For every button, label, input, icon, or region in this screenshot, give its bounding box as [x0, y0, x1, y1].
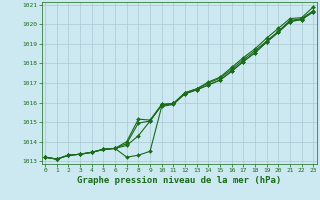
X-axis label: Graphe pression niveau de la mer (hPa): Graphe pression niveau de la mer (hPa) [77, 176, 281, 185]
